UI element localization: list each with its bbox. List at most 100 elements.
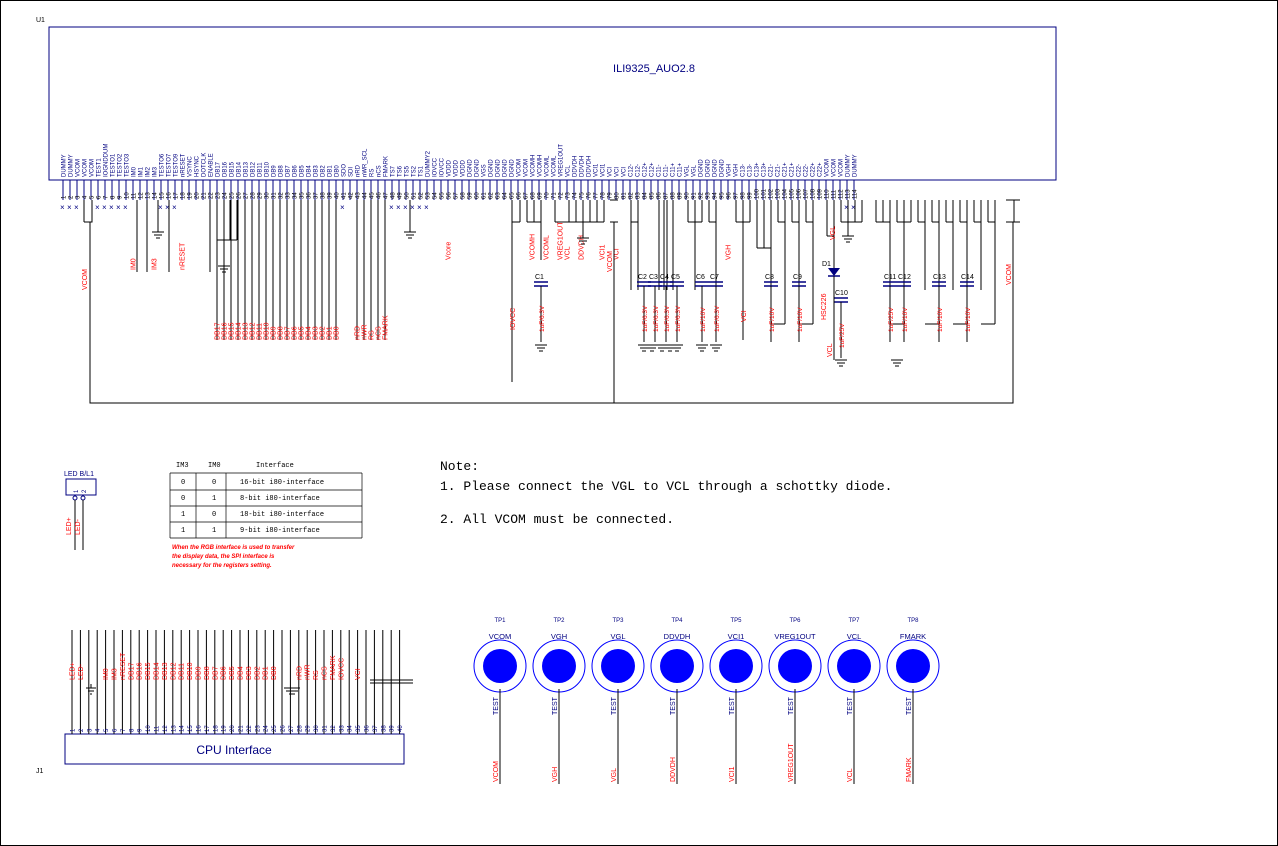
- ic-pin: DUMMY 1 ×: [60, 154, 68, 212]
- capacitor-value: 1uF/6.3V: [653, 305, 660, 332]
- j1-pin-number: 38: [381, 725, 387, 732]
- capacitor[interactable]: C6 1uF/10V: [695, 274, 709, 342]
- ic-pin: IOGNDDUM 7 ×: [102, 144, 110, 212]
- j1-wiring: [86, 679, 413, 695]
- ic-pin-number: 36: [307, 192, 313, 199]
- capacitor[interactable]: C8 1uF/10V: [764, 274, 778, 342]
- net-label: nRESET: [180, 242, 187, 270]
- ic-pin-name: VCOM: [524, 159, 530, 177]
- j1-pin: 2 LED-: [78, 630, 85, 734]
- test-point[interactable]: TP5 VCI1 TEST VCI1: [709, 618, 763, 784]
- capacitor[interactable]: C5 1uF/6.3V: [670, 274, 684, 342]
- ic-u1[interactable]: U1 ILI9325_AUO2.8: [36, 17, 1057, 181]
- test-point[interactable]: TP8 FMARK TEST FMARK: [886, 618, 940, 784]
- j1-pin-number: 39: [390, 725, 396, 732]
- ic-pin-name: C11-: [657, 164, 663, 177]
- net-label: nRD: [296, 666, 303, 680]
- ic-pin-name: TS7: [391, 165, 397, 177]
- j1-pin-number: 2: [79, 728, 85, 732]
- j1-pin-number: 37: [373, 725, 379, 732]
- test-point-pin: TEST: [906, 696, 913, 715]
- net-label: DB13: [243, 322, 250, 340]
- net-label: IM0: [131, 258, 138, 270]
- ic-pin: DB2 38: [321, 165, 327, 200]
- capacitor-value: 1uF/6.3V: [642, 305, 649, 332]
- net-label: IOVCC: [338, 658, 345, 680]
- capacitor[interactable]: C10 1uF/25V: [834, 290, 848, 358]
- capacitor[interactable]: C14 1uF/10V: [960, 274, 974, 342]
- j1-pin: 35 VCI: [355, 630, 362, 734]
- test-point[interactable]: TP1 VCOM TEST VCOM: [473, 618, 527, 784]
- test-point[interactable]: TP7 VCL TEST VCL: [827, 618, 881, 784]
- net-label: DB14: [236, 322, 243, 340]
- ic-pin-name: IM1: [139, 166, 145, 177]
- capacitor[interactable]: C9 1uF/10V: [792, 274, 806, 342]
- ic-pin: DB14 26: [237, 161, 243, 200]
- ic-pin-number: 1: [62, 195, 68, 199]
- ground-symbols: [152, 231, 903, 367]
- ic-pin: DDVDH 75: [580, 156, 586, 200]
- capacitor-value: 1uF/25V: [888, 307, 895, 332]
- ground-icon: [577, 237, 589, 245]
- capacitor-refdes: C5: [671, 274, 680, 281]
- ic-pin-number: 112: [839, 189, 845, 199]
- test-point[interactable]: TP6 VREG1OUT TEST VREG1OUT: [768, 618, 822, 784]
- ic-pin-number: 21: [202, 192, 208, 199]
- ic-pin-name: VCI: [608, 167, 614, 177]
- capacitor[interactable]: C12 1uF/10V: [897, 274, 911, 342]
- j1-pin-number: 1: [71, 728, 77, 732]
- ic-pin: VCOML 70: [545, 155, 551, 200]
- capacitor[interactable]: C13 1uF/10V: [932, 274, 946, 342]
- led-backlight[interactable]: LED B/L1 1 2 LED+ LED-: [64, 471, 97, 550]
- im-table-header-interface: Interface: [256, 462, 294, 470]
- test-point-refdes: TP7: [848, 618, 860, 624]
- test-point[interactable]: TP3 VGL TEST VGL: [591, 618, 645, 784]
- ic-pin-number: 40: [335, 192, 341, 199]
- im-table-warning: When the RGB interface is used to transf…: [172, 545, 295, 569]
- net-label: VGL: [611, 768, 618, 782]
- no-connect-mark: ×: [109, 203, 114, 212]
- test-point-pin: TEST: [788, 696, 795, 715]
- net-label: VCI: [614, 248, 621, 260]
- ic-pin: DB15 25: [230, 161, 236, 200]
- ground-icon: [696, 344, 708, 352]
- net-label: DB13: [162, 662, 169, 680]
- j1-pin: 30 RS: [313, 630, 320, 734]
- ic-pin: C21+ 105: [790, 162, 796, 200]
- ic-pin-name: C22-: [804, 164, 810, 177]
- connector-j1[interactable]: CPU Interface J1: [36, 733, 405, 775]
- test-point[interactable]: TP2 VGH TEST VGH: [532, 618, 586, 784]
- im-table-cell: 1: [212, 495, 216, 503]
- capacitor-value: 1uF/10V: [902, 307, 909, 332]
- ic-pin-number: 104: [783, 188, 789, 199]
- capacitor[interactable]: C11 1uF/25V: [883, 274, 897, 342]
- j1-pin: 40: [398, 630, 404, 734]
- j1-pin: 20 DB5: [229, 630, 236, 734]
- ic-pin-name: IM0: [132, 166, 138, 177]
- test-point-pin: TEST: [847, 696, 854, 715]
- ic-pin-number: 89: [678, 192, 684, 199]
- ic-pin-number: 96: [727, 192, 733, 199]
- vcom-right-label: VCOM: [1006, 264, 1013, 285]
- capacitor[interactable]: C1 1uF/6.3V: [534, 274, 548, 342]
- ic-pin-number: 39: [328, 192, 334, 199]
- j1-pin-number: 15: [188, 725, 194, 732]
- ic-pin-number: 81: [622, 192, 628, 199]
- ic-pin-number: 29: [258, 192, 264, 199]
- ic-pin-number: 11: [132, 192, 138, 199]
- j1-pin: 15 DB10: [187, 630, 194, 734]
- net-label: DB3: [313, 326, 320, 340]
- test-point-refdes: TP3: [612, 618, 624, 624]
- ic-pin-number: 44: [363, 192, 369, 199]
- no-connect-mark: ×: [102, 203, 107, 212]
- ic-pin: DB3 37: [314, 165, 320, 200]
- capacitor[interactable]: C7 1uF/6.3V: [709, 274, 723, 342]
- j1-refdes: J1: [36, 768, 44, 775]
- ic-pin-name: DB6: [293, 165, 299, 177]
- test-point-center: [601, 649, 635, 683]
- ic-pin-number: 72: [559, 192, 565, 199]
- diode-d1[interactable]: D1 HSC226 VGL: [821, 226, 840, 360]
- net-label: VCL: [847, 768, 854, 782]
- test-point[interactable]: TP4 DDVDH TEST DDVDH: [650, 618, 704, 784]
- ic-pin: VCI1 78: [601, 163, 607, 200]
